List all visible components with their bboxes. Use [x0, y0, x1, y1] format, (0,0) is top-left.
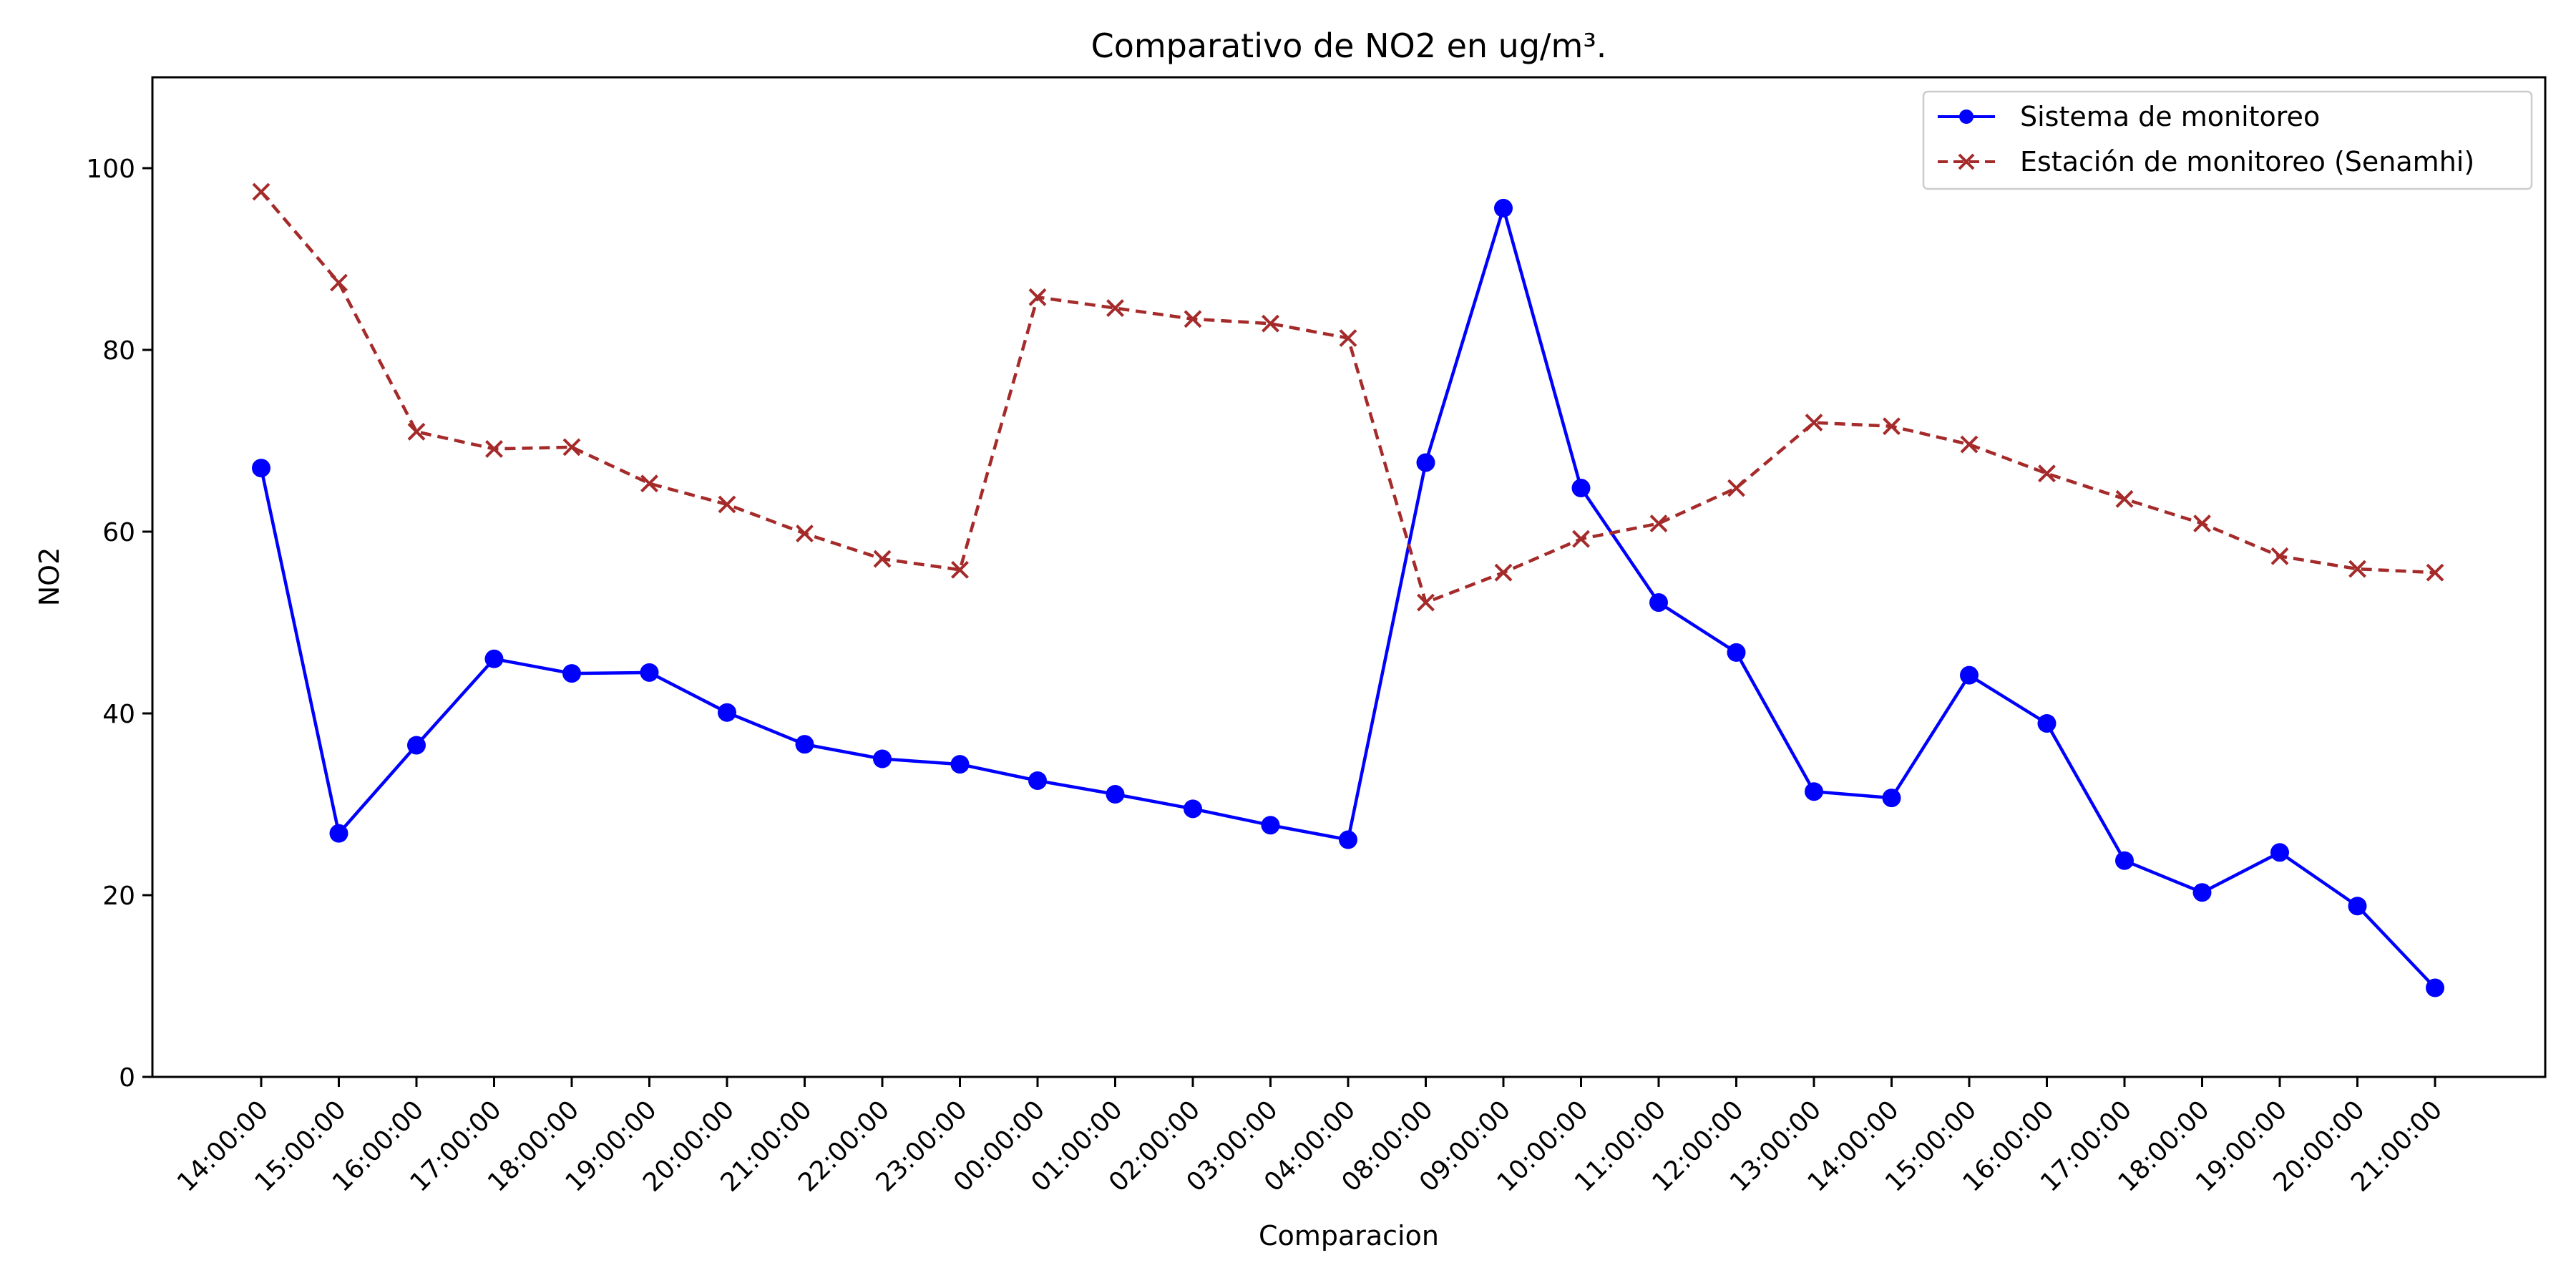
- data-point: [1883, 417, 1901, 436]
- data-point: [407, 422, 426, 441]
- data-point: [1805, 414, 1823, 432]
- data-point: [2270, 843, 2289, 862]
- data-point: [1805, 782, 1823, 801]
- plot-area: [151, 76, 2547, 1078]
- data-point: [2192, 883, 2212, 902]
- data-point: [873, 550, 892, 568]
- series-layer: [252, 182, 2444, 997]
- data-point: [1571, 479, 1591, 498]
- data-point: [1028, 771, 1047, 790]
- y-axis-title: NO2: [34, 547, 65, 607]
- y-axis: 0 20 40 60 80 100: [86, 155, 152, 1093]
- data-point: [1028, 288, 1047, 306]
- data-point: [1494, 198, 1513, 218]
- data-point: [1339, 830, 1357, 849]
- y-tick-label: 80: [102, 336, 135, 366]
- series-0: [252, 198, 2444, 997]
- data-point: [1649, 593, 1668, 613]
- data-point: [562, 438, 581, 457]
- data-point: [2115, 489, 2134, 508]
- data-point: [1184, 310, 1202, 328]
- data-point: [1417, 593, 1435, 612]
- chart-title: Comparativo de NO2 en ug/m³.: [1091, 26, 1607, 65]
- data-point: [1727, 479, 1745, 497]
- data-point: [951, 560, 969, 579]
- data-point: [2348, 897, 2367, 916]
- legend-label-sistema: Sistema de monitoreo: [2020, 101, 2320, 132]
- data-point: [1494, 563, 1513, 582]
- data-point: [1339, 329, 1357, 347]
- y-tick-label: 100: [86, 155, 135, 184]
- data-point: [1960, 665, 1979, 685]
- data-point: [485, 440, 503, 458]
- data-point: [2270, 547, 2289, 565]
- data-point: [330, 273, 348, 292]
- data-point: [252, 459, 270, 478]
- data-point: [1727, 643, 1746, 662]
- legend-marker-senamhi: [1958, 153, 1975, 170]
- x-axis: 14:00:0015:00:0016:00:0017:00:0018:00:00…: [172, 1077, 2448, 1198]
- legend-marker-sistema: [1959, 109, 1974, 124]
- y-tick-label: 0: [119, 1063, 135, 1093]
- data-point: [640, 474, 658, 493]
- data-point: [795, 735, 814, 754]
- data-point: [407, 736, 426, 755]
- data-point: [1261, 816, 1280, 835]
- data-point: [2193, 514, 2211, 532]
- legend-label-senamhi: Estación de monitoreo (Senamhi): [2020, 146, 2474, 177]
- data-point: [1262, 314, 1279, 333]
- data-point: [252, 182, 270, 201]
- data-point: [2348, 560, 2366, 578]
- y-tick-label: 40: [102, 700, 135, 729]
- data-point: [1184, 799, 1202, 819]
- data-point: [796, 525, 814, 542]
- y-tick-label: 20: [102, 882, 135, 911]
- data-point: [562, 664, 581, 683]
- y-tick-label: 60: [102, 518, 135, 547]
- data-point: [1106, 299, 1124, 317]
- data-point: [1649, 514, 1668, 532]
- data-point: [640, 663, 659, 682]
- legend: Sistema de monitoreo Estación de monitor…: [1922, 90, 2533, 190]
- legend-box: [1922, 90, 2533, 190]
- data-point: [1572, 530, 1590, 548]
- data-point: [1882, 789, 1901, 808]
- data-point: [2426, 978, 2444, 997]
- data-point: [2426, 563, 2444, 582]
- x-axis-title: Comparacion: [1259, 1220, 1439, 1252]
- data-point: [1416, 453, 1435, 472]
- data-point: [484, 649, 504, 668]
- data-point: [718, 495, 736, 514]
- data-point: [950, 755, 970, 774]
- data-point: [329, 824, 348, 843]
- data-point: [1106, 785, 1125, 804]
- data-point: [718, 703, 736, 722]
- data-point: [2115, 851, 2134, 870]
- data-point: [873, 749, 892, 769]
- data-point: [2038, 464, 2056, 483]
- data-point: [1960, 435, 1979, 454]
- data-point: [2037, 713, 2057, 733]
- series-1: [252, 182, 2444, 612]
